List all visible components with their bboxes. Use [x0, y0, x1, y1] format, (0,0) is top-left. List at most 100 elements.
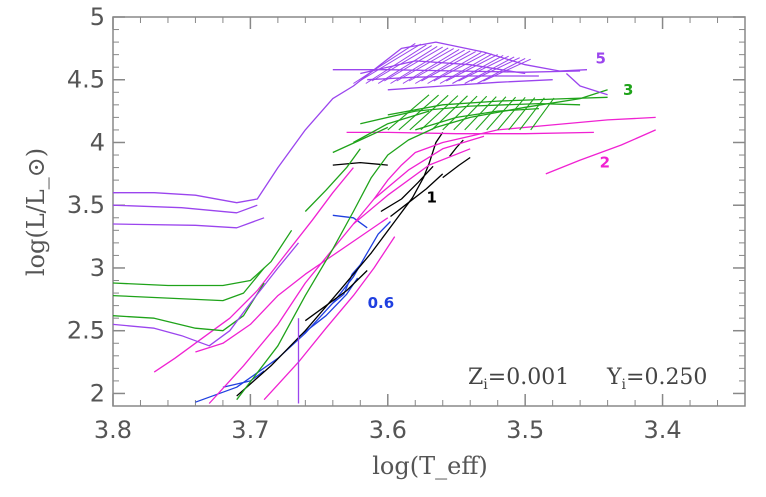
loop-line: [365, 44, 427, 84]
loop-line: [439, 53, 493, 84]
metallicity-info: Zi=0.001: [468, 365, 569, 393]
series-label: 0.6: [368, 294, 395, 312]
loop-line: [486, 96, 517, 131]
x-tick-label: 3.8: [94, 416, 132, 444]
track-line: [263, 236, 396, 401]
loop-line: [359, 43, 422, 82]
track-line: [236, 89, 608, 401]
series-label: 1: [427, 189, 437, 207]
series-labels: 0.6 1 2 35: [368, 49, 634, 312]
track-line: [442, 156, 471, 179]
plot-frame: [112, 16, 746, 407]
loop-line: [387, 94, 430, 131]
track-line: [332, 69, 581, 73]
track-line: [352, 148, 471, 225]
x-tick-label: 3.5: [506, 416, 544, 444]
track-line: [112, 204, 258, 214]
loop-line: [421, 51, 476, 82]
loop-line: [409, 94, 449, 131]
track-line: [332, 126, 389, 154]
series-5-loops: [353, 42, 531, 84]
track-line: [346, 131, 594, 135]
track-line: [112, 267, 265, 302]
y-axis-label: log(L/L_⊙): [22, 148, 50, 276]
loop-line: [530, 97, 555, 131]
metallicity-value: =0.001: [488, 365, 569, 390]
x-axis-label-main: log(T_eff): [372, 452, 487, 480]
series-label: 5: [596, 49, 606, 67]
helium-info: Yi=0.250: [606, 365, 707, 393]
series-0-6: [195, 214, 391, 403]
loop-line: [470, 57, 520, 82]
metallicity-subscript: i: [483, 377, 488, 393]
track-line: [195, 221, 391, 403]
loop-line: [390, 47, 449, 84]
loop-line: [371, 45, 432, 82]
y-tick-label: 3.5: [67, 191, 105, 219]
loop-line: [396, 48, 454, 82]
loop-line: [427, 51, 482, 84]
track-line: [380, 165, 434, 213]
loop-line: [431, 95, 468, 131]
y-tick-label: 4.5: [67, 66, 105, 94]
track-line: [236, 132, 444, 397]
series-label: 2: [600, 154, 610, 172]
series-1: [236, 132, 471, 397]
helium-symbol: Y: [606, 365, 622, 390]
loop-line: [452, 54, 504, 84]
track-line: [112, 217, 265, 229]
track-line: [332, 161, 388, 166]
loop-line: [433, 52, 487, 82]
loop-line: [458, 55, 509, 82]
series-3: [112, 89, 608, 401]
track-line: [112, 242, 300, 347]
track-line: [208, 116, 656, 404]
evolutionary-tracks: [112, 41, 656, 404]
track-line: [195, 217, 389, 353]
track-line: [153, 167, 354, 373]
loop-line: [377, 45, 438, 84]
track-line: [373, 135, 485, 200]
loop-line: [445, 54, 498, 82]
loop-line: [420, 95, 459, 131]
track-line: [565, 73, 608, 96]
loop-line: [453, 95, 488, 131]
x-axis-label: log(T_eff): [372, 452, 487, 480]
helium-value: =0.250: [626, 365, 707, 390]
track-line: [298, 277, 359, 338]
loop-line: [402, 48, 460, 84]
loop-line: [415, 50, 471, 84]
loop-line: [476, 57, 526, 84]
track-line: [332, 261, 364, 304]
helium-subscript: i: [622, 377, 627, 393]
loop-line: [475, 96, 507, 131]
loop-line: [384, 46, 443, 82]
series-label: 3: [623, 81, 633, 99]
track-line: [112, 282, 265, 332]
series-3-loops: [387, 94, 555, 131]
loop-line: [519, 97, 545, 131]
y-tick-label: 5: [90, 3, 105, 31]
track-line: [112, 229, 293, 287]
track-line: [360, 102, 581, 125]
loop-line: [442, 95, 478, 131]
track-line: [332, 214, 368, 229]
axis-ticks: [112, 16, 745, 406]
loop-line: [408, 49, 465, 82]
track-line: [449, 139, 464, 157]
loop-line: [483, 58, 531, 82]
tick-labels: 3.8 3.7 3.6 3.5 3.4 2 2.5 3 3.5 4 4.5 5: [67, 3, 682, 444]
track-line: [304, 270, 368, 322]
loop-line: [353, 42, 416, 84]
loop-line: [497, 96, 526, 131]
x-tick-label: 3.4: [643, 416, 681, 444]
y-tick-label: 2: [90, 379, 105, 407]
x-tick-label: 3.6: [369, 416, 407, 444]
y-tick-label: 2.5: [67, 317, 105, 345]
series-2: [153, 116, 656, 404]
track-line: [390, 173, 444, 218]
y-tick-label: 4: [90, 128, 105, 156]
track-line: [545, 129, 656, 175]
loop-line: [508, 97, 536, 131]
